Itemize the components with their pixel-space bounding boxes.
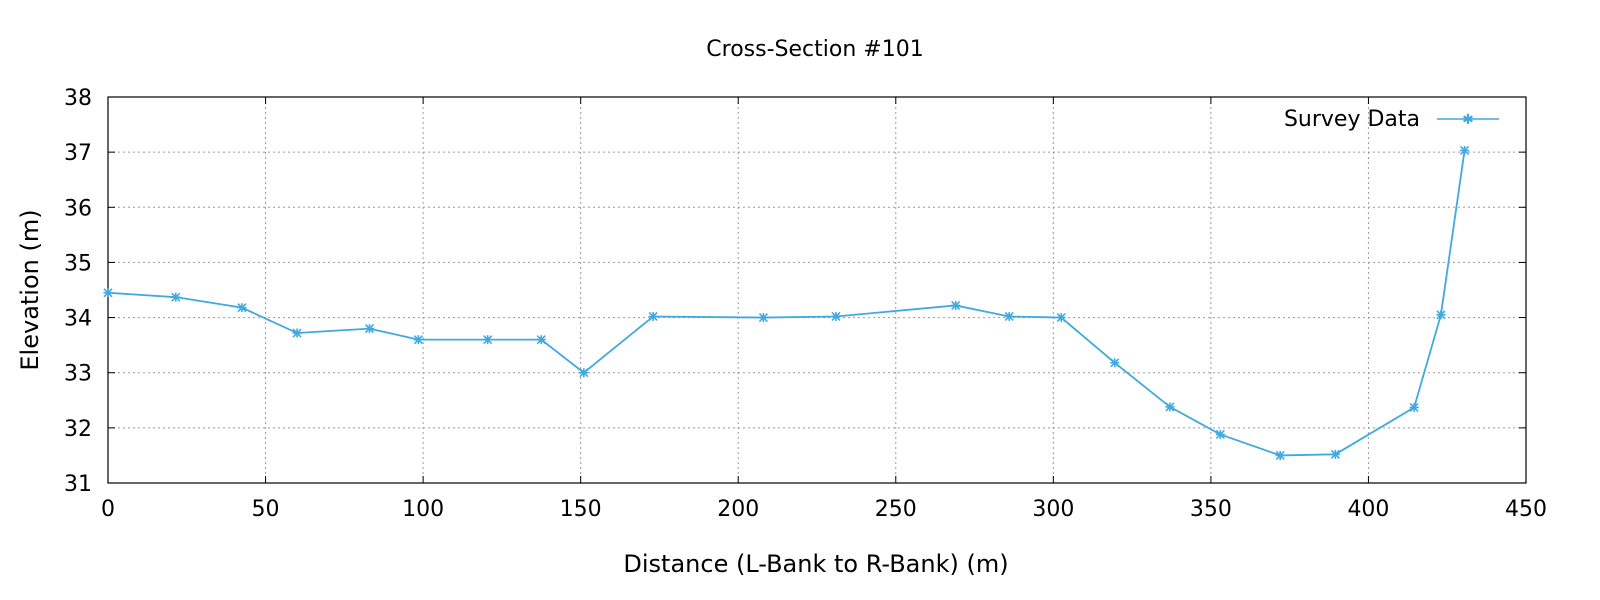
y-ticks: 31 32 33 34 35 36 37 38: [64, 86, 1526, 497]
y-axis-label: Elevation (m): [16, 209, 44, 370]
data-point: [171, 292, 181, 302]
y-tick-label: 37: [64, 141, 92, 166]
grid: [108, 97, 1526, 483]
y-tick-label: 35: [64, 251, 92, 276]
x-tick-label: 350: [1190, 497, 1232, 522]
chart-title: Cross-Section #101: [706, 37, 923, 62]
y-tick-label: 36: [64, 196, 92, 221]
data-point: [292, 328, 302, 338]
data-point: [1409, 402, 1419, 413]
data-point: [648, 311, 658, 322]
series-line: [107, 150, 1466, 457]
x-tick-label: 0: [101, 497, 115, 522]
x-axis-label: Distance (L-Bank to R-Bank) (m): [623, 550, 1008, 578]
legend-label: Survey Data: [1284, 107, 1420, 132]
y-tick-label: 38: [64, 86, 92, 111]
data-point: [1330, 449, 1340, 459]
data-point: [103, 288, 113, 298]
x-tick-label: 250: [875, 497, 917, 522]
legend: Survey Data ✱: [1284, 107, 1499, 132]
data-point: [536, 335, 546, 345]
plot-frame: [107, 96, 1527, 484]
data-point: [364, 324, 375, 334]
x-tick-label: 400: [1347, 497, 1389, 522]
data-point: [579, 368, 589, 378]
data-point: [413, 335, 423, 345]
data-point: [483, 335, 493, 345]
data-point: [1459, 145, 1470, 156]
x-tick-label: 200: [717, 497, 759, 522]
y-tick-label: 31: [64, 472, 92, 497]
data-point: [1275, 450, 1285, 460]
data-point: [758, 313, 768, 323]
data-point: [951, 300, 961, 311]
y-tick-label: 32: [64, 417, 92, 442]
y-tick-label: 33: [64, 362, 92, 387]
series-group: [103, 145, 1470, 460]
data-point: [1215, 429, 1225, 440]
x-ticks: 0 50 100 150 200 250 300 350 400 450: [101, 97, 1547, 522]
x-tick-label: 450: [1505, 497, 1547, 522]
legend-marker: ✱: [1462, 112, 1474, 128]
data-point: [1110, 358, 1120, 368]
data-point: [831, 311, 841, 322]
x-tick-label: 100: [402, 497, 444, 522]
x-tick-label: 300: [1032, 497, 1074, 522]
data-point: [237, 303, 247, 313]
data-point: [1004, 311, 1014, 322]
y-tick-label: 34: [64, 307, 92, 332]
data-point: [1436, 310, 1446, 320]
x-tick-label: 50: [252, 497, 280, 522]
x-tick-label: 150: [560, 497, 602, 522]
data-point: [1165, 402, 1175, 412]
data-point: [1056, 313, 1066, 323]
